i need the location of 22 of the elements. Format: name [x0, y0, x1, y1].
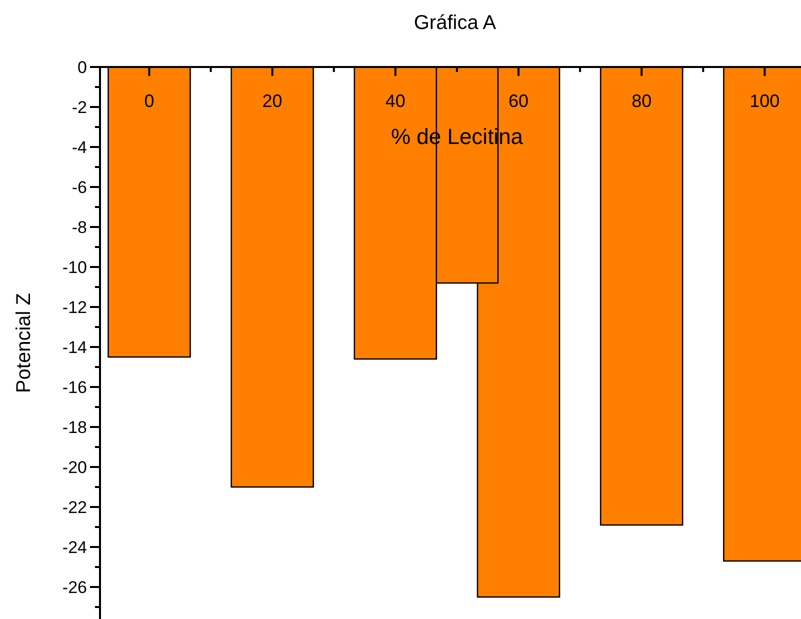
- x-tick-label: 20: [262, 91, 282, 111]
- x-tick-label: 80: [632, 91, 652, 111]
- x-tick-label: 60: [508, 91, 529, 111]
- y-tick-label: -16: [62, 378, 87, 397]
- x-tick-label: 40: [385, 91, 406, 111]
- x-tick-label: 0: [144, 91, 154, 111]
- y-tick-label: -12: [62, 298, 87, 317]
- y-tick-label: 0: [78, 58, 87, 77]
- y-tick-label: -4: [72, 138, 87, 157]
- y-tick-label: -26: [62, 578, 87, 597]
- y-axis-title: Potencial Z: [13, 292, 35, 394]
- x-tick-label: 100: [750, 91, 780, 111]
- y-tick-label: -22: [62, 498, 87, 517]
- y-tick-label: -14: [62, 338, 87, 357]
- y-tick-label: -6: [72, 178, 87, 197]
- y-tick-label: -2: [72, 98, 87, 117]
- y-tick-label: -18: [62, 418, 87, 437]
- chart-title: Gráfica A: [414, 12, 497, 34]
- y-tick-label: -10: [62, 258, 87, 277]
- y-tick-label: -20: [62, 458, 87, 477]
- y-tick-label: -8: [72, 218, 87, 237]
- y-tick-label: -24: [62, 538, 87, 557]
